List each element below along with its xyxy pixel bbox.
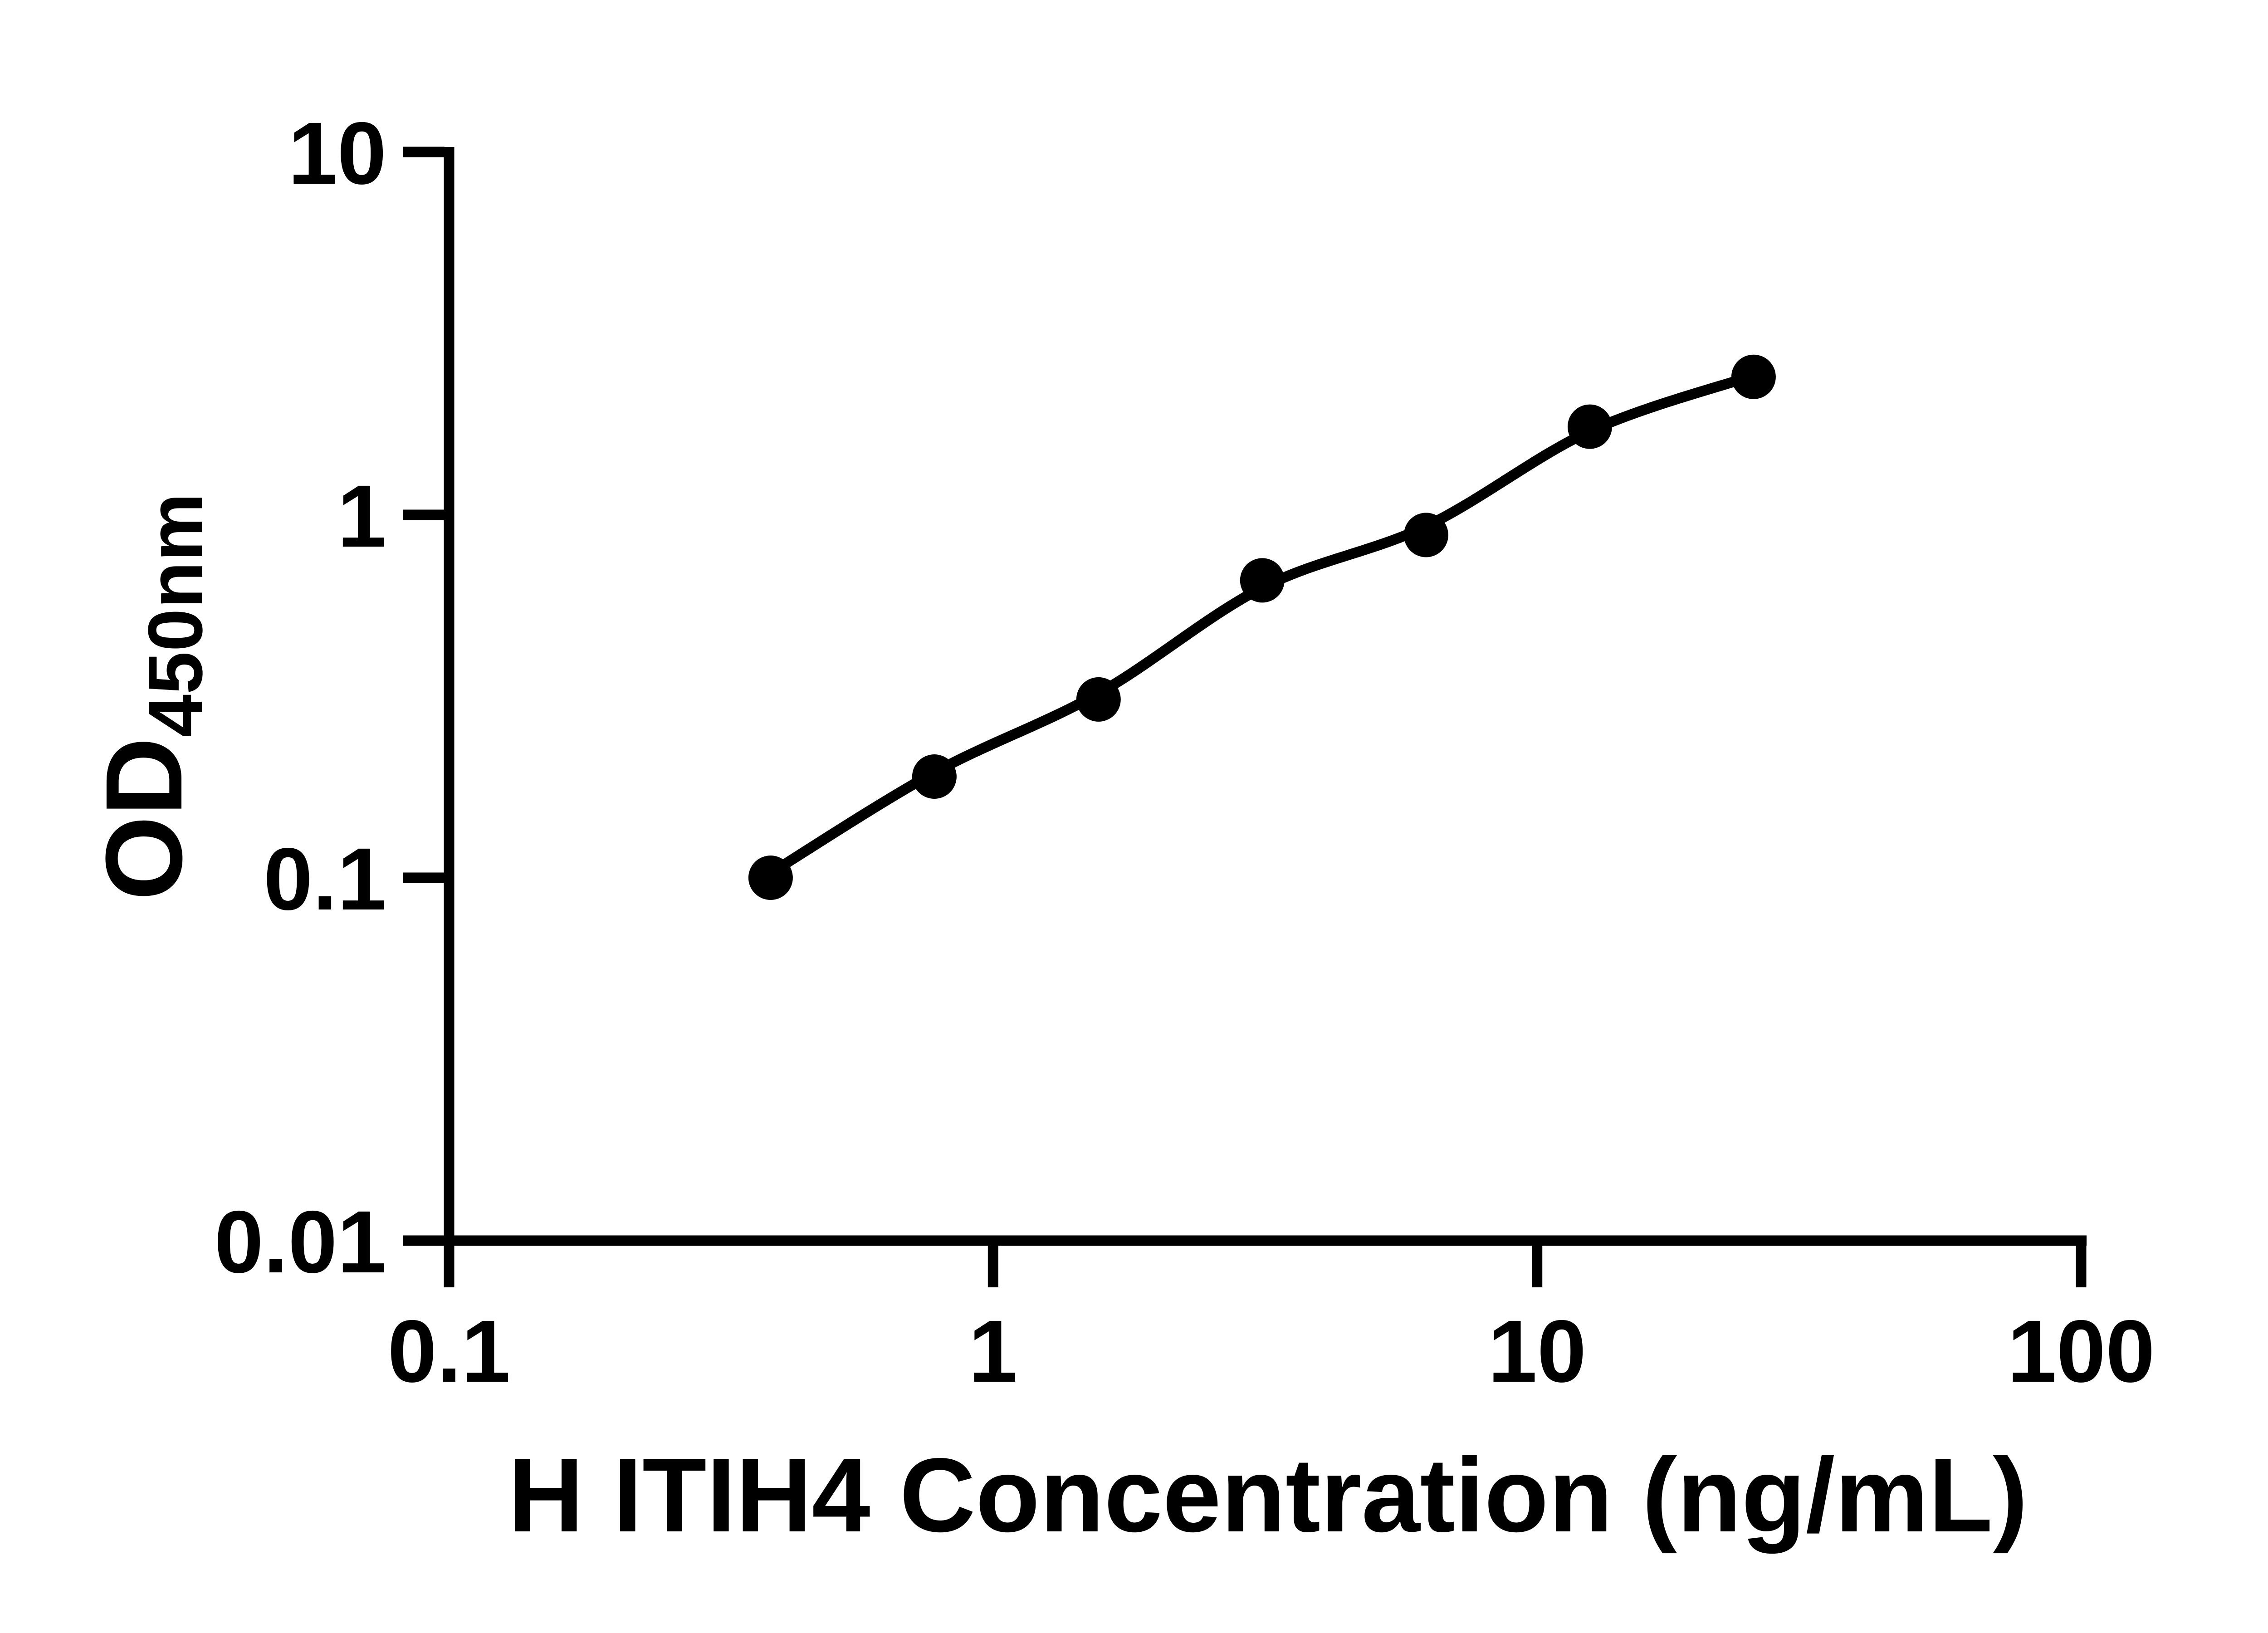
x-axis-title: H ITIH4 Concentration (ng/mL)	[508, 1437, 2028, 1554]
data-point	[748, 856, 793, 900]
y-tick-label: 10	[288, 104, 386, 203]
x-tick-label: 0.1	[387, 1302, 510, 1401]
data-point	[1567, 404, 1612, 449]
y-tick-label: 0.1	[264, 830, 386, 929]
data-points-group	[748, 354, 1776, 900]
x-tick-label: 10	[1488, 1302, 1586, 1401]
fit-curve	[765, 370, 1759, 879]
y-tick-label: 0.01	[214, 1193, 386, 1291]
y-tick-label: 1	[337, 467, 386, 566]
y-axis-tick-labels: 10 1 0.1 0.01	[214, 104, 386, 1291]
x-tick-label: 100	[2007, 1302, 2155, 1401]
x-tick-label: 1	[968, 1302, 1017, 1401]
y-axis-ticks	[403, 147, 445, 1246]
data-point	[1076, 677, 1121, 722]
data-point	[912, 754, 957, 799]
data-point	[1240, 558, 1285, 603]
x-axis-tick-labels: 0.1 1 10 100	[387, 1302, 2155, 1401]
y-axis-title: OD450nm	[83, 493, 219, 901]
fit-curve-group	[765, 370, 1759, 879]
y-axis-title-subscript: 450nm	[132, 493, 219, 738]
data-point	[1731, 354, 1776, 399]
y-axis-title-main: OD	[83, 737, 205, 900]
x-axis-ticks	[444, 1246, 2087, 1287]
data-point	[1403, 513, 1448, 557]
